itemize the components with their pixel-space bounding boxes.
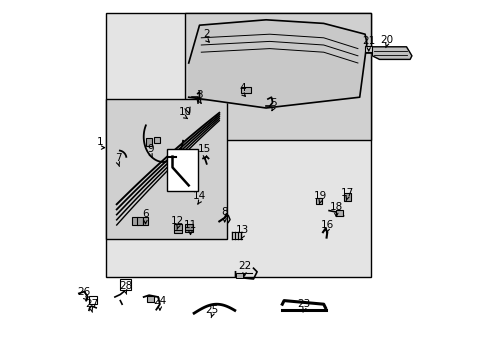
Text: 14: 14	[192, 191, 206, 201]
Text: 1: 1	[97, 137, 103, 147]
Bar	[241, 87, 250, 93]
Polygon shape	[188, 20, 366, 108]
Text: 16: 16	[320, 220, 333, 230]
Text: 17: 17	[340, 188, 353, 198]
Text: 7: 7	[115, 153, 122, 163]
Text: 5: 5	[269, 98, 276, 108]
Text: 22: 22	[237, 261, 251, 271]
Text: 19: 19	[313, 191, 326, 201]
Bar	[236, 273, 242, 278]
Bar	[336, 210, 342, 216]
Text: 3: 3	[196, 90, 203, 100]
Bar	[153, 137, 160, 143]
Bar	[132, 217, 137, 225]
Text: 15: 15	[198, 144, 211, 154]
Bar	[106, 13, 370, 277]
Bar	[185, 224, 193, 232]
Text: 8: 8	[221, 207, 227, 217]
Polygon shape	[371, 47, 411, 59]
Bar	[315, 198, 322, 204]
Text: 20: 20	[379, 35, 392, 45]
Text: 25: 25	[205, 305, 218, 315]
Text: 9: 9	[147, 144, 154, 154]
Text: 26: 26	[78, 287, 91, 297]
Text: 4: 4	[239, 83, 245, 93]
Bar	[142, 217, 148, 225]
Text: 13: 13	[236, 225, 249, 235]
Text: 21: 21	[361, 36, 375, 46]
Bar	[365, 46, 371, 52]
Bar	[174, 224, 182, 233]
Text: 18: 18	[329, 202, 342, 212]
Bar	[106, 99, 226, 239]
Bar	[145, 138, 152, 146]
Text: 28: 28	[119, 281, 132, 291]
Text: 11: 11	[183, 220, 197, 230]
Bar	[185, 13, 370, 140]
Text: 23: 23	[297, 299, 310, 309]
Text: 12: 12	[171, 216, 184, 226]
Bar	[120, 279, 131, 290]
Bar	[137, 217, 142, 225]
Bar	[147, 296, 154, 302]
Bar	[343, 193, 351, 201]
Text: 27: 27	[85, 299, 98, 309]
Text: 6: 6	[142, 209, 148, 219]
Text: 2: 2	[203, 29, 209, 39]
Bar	[89, 296, 97, 304]
Bar	[167, 149, 197, 191]
Text: 10: 10	[178, 107, 191, 117]
Text: 24: 24	[153, 296, 166, 306]
